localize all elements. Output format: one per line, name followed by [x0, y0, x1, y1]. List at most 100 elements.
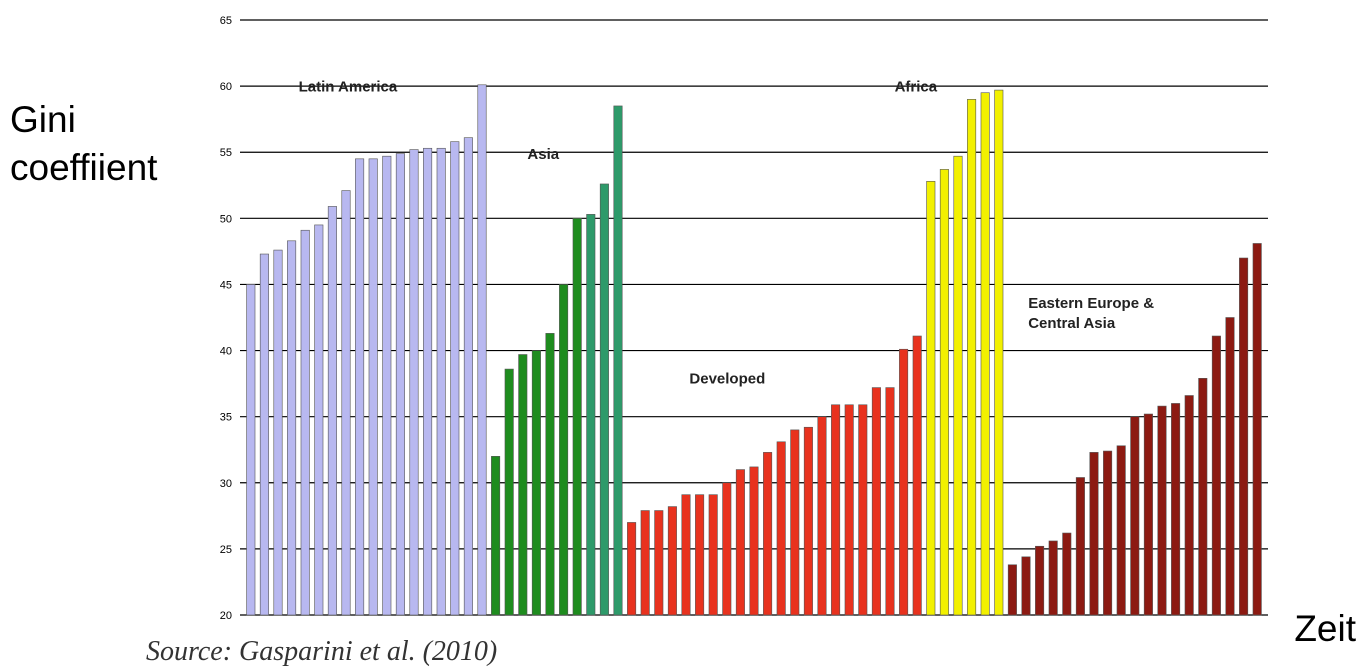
bar-asia-8 — [586, 214, 596, 616]
bar-africa-2 — [939, 169, 949, 616]
bar-eastern-europe-central-asia-12 — [1157, 405, 1167, 616]
y-tick-label: 45 — [220, 279, 232, 291]
bar-developed-18 — [858, 404, 868, 616]
bar-eastern-europe-central-asia-4 — [1048, 540, 1058, 616]
bar-developed-16 — [831, 404, 841, 616]
bar-developed-3 — [654, 510, 664, 616]
y-axis-label-line-2: coeffiient — [10, 147, 158, 188]
bar-eastern-europe-central-asia-19 — [1252, 243, 1262, 616]
bar-africa-1 — [926, 181, 936, 616]
bar-latin-america-10 — [368, 158, 378, 616]
bar-latin-america-9 — [355, 158, 365, 616]
bar-latin-america-5 — [300, 229, 310, 616]
bar-latin-america-6 — [314, 224, 324, 616]
y-tick-label: 50 — [220, 213, 232, 225]
bar-latin-america-14 — [423, 147, 433, 616]
bar-asia-10 — [613, 105, 623, 616]
group-labels: Latin America Asia Developed Africa Eastern … — [299, 78, 1155, 387]
bar-eastern-europe-central-asia-8 — [1103, 450, 1113, 616]
bar-eastern-europe-central-asia-16 — [1211, 335, 1221, 616]
bar-eastern-europe-central-asia-17 — [1225, 317, 1235, 616]
bar-asia-3 — [518, 354, 528, 616]
bar-developed-22 — [912, 335, 922, 616]
bar-eastern-europe-central-asia-2 — [1021, 556, 1031, 616]
bar-latin-america-7 — [327, 206, 337, 616]
bar-africa-5 — [980, 92, 990, 616]
bar-asia-6 — [559, 284, 569, 616]
bars — [246, 84, 1262, 616]
group-label-africa: Africa — [895, 78, 938, 95]
bar-developed-11 — [763, 452, 773, 616]
bar-eastern-europe-central-asia-6 — [1075, 477, 1085, 616]
y-tick-label: 65 — [220, 15, 232, 27]
bar-developed-10 — [749, 466, 759, 616]
bar-latin-america-18 — [477, 84, 487, 616]
y-tick-label: 40 — [220, 346, 232, 358]
bar-eastern-europe-central-asia-15 — [1198, 378, 1208, 616]
bar-latin-america-1 — [246, 284, 256, 616]
y-axis-label: Gini coeffiient — [10, 96, 157, 192]
bar-asia-4 — [531, 350, 541, 616]
bar-eastern-europe-central-asia-9 — [1116, 445, 1126, 616]
bar-asia-9 — [599, 183, 609, 616]
bar-latin-america-11 — [382, 155, 392, 616]
bar-asia-1 — [491, 456, 501, 616]
bar-eastern-europe-central-asia-14 — [1184, 395, 1194, 616]
bar-eastern-europe-central-asia-3 — [1035, 545, 1045, 616]
bar-developed-2 — [640, 510, 650, 616]
bar-eastern-europe-central-asia-1 — [1007, 564, 1017, 616]
group-label-eastern-europe-central-asia-line-2: Central Asia — [1028, 315, 1116, 332]
group-label-latin-america: Latin America — [299, 78, 398, 95]
y-axis-label-line-1: Gini — [10, 99, 76, 140]
y-tick-label: 25 — [220, 544, 232, 556]
bar-developed-20 — [885, 387, 895, 616]
bar-africa-3 — [953, 155, 963, 616]
bar-latin-america-2 — [259, 253, 269, 616]
group-label-developed: Developed — [689, 371, 765, 388]
bar-latin-america-12 — [395, 153, 405, 616]
group-label-eastern-europe-central-asia-line-1: Eastern Europe & — [1028, 295, 1154, 312]
x-axis-label: Zeit — [1294, 608, 1356, 649]
bar-latin-america-3 — [273, 249, 283, 616]
bar-africa-6 — [994, 89, 1004, 616]
group-label-asia: Asia — [527, 146, 559, 163]
bar-developed-4 — [667, 506, 677, 616]
source-note: Source: Gasparini et al. (2010) — [146, 636, 498, 667]
bar-eastern-europe-central-asia-11 — [1143, 413, 1153, 616]
bar-developed-1 — [627, 522, 637, 616]
bar-latin-america-17 — [463, 137, 473, 616]
bar-asia-2 — [504, 368, 514, 616]
bar-eastern-europe-central-asia-7 — [1089, 452, 1099, 616]
bar-eastern-europe-central-asia-13 — [1171, 403, 1181, 616]
bar-developed-5 — [681, 494, 691, 616]
bar-developed-21 — [899, 348, 909, 616]
y-tick-label: 20 — [220, 610, 232, 622]
bar-latin-america-13 — [409, 149, 419, 616]
bar-asia-7 — [572, 218, 582, 616]
bar-asia-5 — [545, 333, 555, 616]
bar-developed-17 — [844, 404, 854, 616]
bar-eastern-europe-central-asia-18 — [1239, 257, 1249, 616]
bar-developed-9 — [735, 469, 745, 616]
bar-developed-14 — [803, 426, 813, 616]
bar-developed-12 — [776, 441, 786, 616]
bar-developed-7 — [708, 494, 718, 616]
bar-africa-4 — [967, 99, 977, 616]
bar-developed-15 — [817, 416, 827, 616]
bar-eastern-europe-central-asia-10 — [1130, 416, 1140, 616]
bar-developed-6 — [695, 494, 705, 616]
bar-latin-america-15 — [436, 147, 446, 616]
bar-developed-8 — [722, 482, 732, 616]
bar-latin-america-16 — [450, 141, 460, 616]
y-tick-labels: 20 25 30 35 40 45 50 55 60 65 — [220, 15, 232, 622]
bar-developed-13 — [790, 429, 800, 616]
bar-latin-america-4 — [287, 240, 297, 616]
bar-latin-america-8 — [341, 190, 351, 616]
bar-developed-19 — [871, 387, 881, 616]
y-tick-label: 35 — [220, 412, 232, 424]
bar-eastern-europe-central-asia-5 — [1062, 532, 1072, 616]
y-tick-label: 60 — [220, 81, 232, 93]
y-tick-label: 30 — [220, 478, 232, 490]
y-tick-label: 55 — [220, 147, 232, 159]
